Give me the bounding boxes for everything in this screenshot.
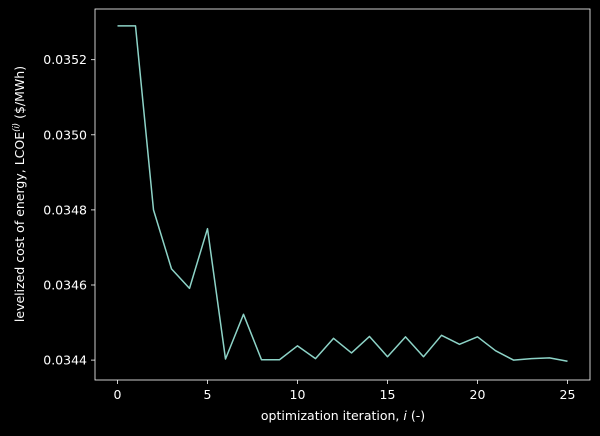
- x-tick-label: 20: [470, 387, 486, 402]
- x-tick-label: 25: [560, 387, 576, 402]
- x-tick-label: 5: [204, 387, 212, 402]
- y-tick-label: 0.0344: [43, 353, 87, 368]
- axes-frame: [94, 8, 591, 381]
- series-line: [117, 25, 568, 362]
- y-tick-label: 0.0346: [43, 277, 87, 292]
- y-axis-ticks: 0.0344 0.0346 0.0348 0.0350 0.0352: [43, 52, 95, 368]
- y-tick-label: 0.0348: [43, 202, 87, 217]
- x-tick-label: 0: [114, 387, 122, 402]
- y-tick-label: 0.0350: [43, 127, 87, 142]
- y-axis-label: levelized cost of energy, LCOE(i) ($/MWh…: [12, 66, 27, 322]
- x-axis-label: optimization iteration, i (-): [261, 408, 425, 423]
- x-tick-label: 10: [290, 387, 306, 402]
- x-tick-label: 15: [380, 387, 396, 402]
- x-axis-ticks: 0 5 10 15 20 25: [114, 380, 576, 402]
- y-tick-label: 0.0352: [43, 52, 87, 67]
- plot-area: [94, 8, 591, 381]
